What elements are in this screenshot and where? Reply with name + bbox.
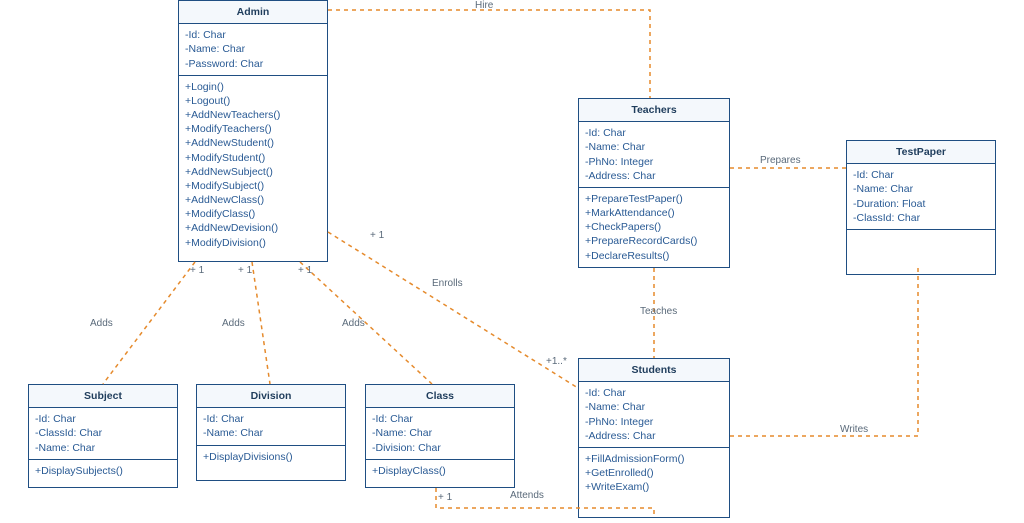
operation-row: +PrepareTestPaper() (585, 192, 723, 206)
class-attributes: -Id: Char-Name: Char (197, 408, 345, 445)
operation-row: +ModifySubject() (185, 179, 321, 193)
class-operations: +Login()+Logout()+AddNewTeachers()+Modif… (179, 76, 327, 254)
attribute-row: -Id: Char (35, 412, 171, 426)
class-title: Division (197, 385, 345, 408)
operation-row: +FillAdmissionForm() (585, 452, 723, 466)
operation-row: +DisplaySubjects() (35, 464, 171, 478)
attribute-row: -Id: Char (185, 28, 321, 42)
mult-admin-class-2: + 1 (370, 230, 384, 241)
operation-row: +AddNewTeachers() (185, 108, 321, 122)
attribute-row: -Id: Char (853, 168, 989, 182)
edge-label-writes: Writes (840, 424, 868, 435)
class-title: Admin (179, 1, 327, 24)
attribute-row: -Password: Char (185, 57, 321, 71)
attribute-row: -Name: Char (585, 140, 723, 154)
operation-row: +ModifyDivision() (185, 236, 321, 250)
attribute-row: -Id: Char (585, 386, 723, 400)
attribute-row: -Id: Char (585, 126, 723, 140)
attribute-row: -Name: Char (585, 400, 723, 414)
edge-label-adds-division: Adds (222, 318, 245, 329)
operation-row: +GetEnrolled() (585, 466, 723, 480)
attribute-row: -Address: Char (585, 429, 723, 443)
mult-admin-class-1: + 1 (298, 265, 312, 276)
class-title: TestPaper (847, 141, 995, 164)
attribute-row: -Id: Char (203, 412, 339, 426)
class-admin[interactable]: Admin-Id: Char-Name: Char-Password: Char… (178, 0, 328, 262)
operation-row: +DeclareResults() (585, 249, 723, 263)
attribute-row: -ClassId: Char (35, 426, 171, 440)
mult-admin-students-2: +1..* (546, 356, 567, 367)
class-title: Subject (29, 385, 177, 408)
class-operations: +FillAdmissionForm()+GetEnrolled()+Write… (579, 448, 729, 499)
attribute-row: -Address: Char (585, 169, 723, 183)
operation-row: +CheckPapers() (585, 220, 723, 234)
operation-row: +Login() (185, 80, 321, 94)
class-operations: +DisplayDivisions() (197, 446, 345, 468)
attribute-row: -Name: Char (185, 42, 321, 56)
operation-row: +AddNewSubject() (185, 165, 321, 179)
class-teachers[interactable]: Teachers-Id: Char-Name: Char-PhNo: Integ… (578, 98, 730, 268)
edge-label-adds-class: Adds (342, 318, 365, 329)
operation-row: +ModifyClass() (185, 207, 321, 221)
class-operations: +PrepareTestPaper()+MarkAttendance()+Che… (579, 188, 729, 267)
edge-label-prepares: Prepares (760, 155, 801, 166)
attribute-row: -Id: Char (372, 412, 508, 426)
operation-row: +AddNewClass() (185, 193, 321, 207)
class-attributes: -Id: Char-Name: Char-PhNo: Integer-Addre… (579, 122, 729, 188)
class-students[interactable]: Students-Id: Char-Name: Char-PhNo: Integ… (578, 358, 730, 518)
class-operations (847, 230, 995, 274)
operation-row: +AddNewDevision() (185, 221, 321, 235)
mult-admin-subject-1: + 1 (190, 265, 204, 276)
attribute-row: -Name: Char (35, 441, 171, 455)
operation-row: +ModifyStudent() (185, 151, 321, 165)
attribute-row: -PhNo: Integer (585, 415, 723, 429)
attribute-row: -Division: Char (372, 441, 508, 455)
attribute-row: -Name: Char (203, 426, 339, 440)
mult-class-students-1: + 1 (438, 492, 452, 503)
class-attributes: -Id: Char-ClassId: Char-Name: Char (29, 408, 177, 460)
edge-label-adds-subject: Adds (90, 318, 113, 329)
edge-label-enrolls: Enrolls (432, 278, 463, 289)
attribute-row: -Name: Char (372, 426, 508, 440)
class-title: Class (366, 385, 514, 408)
operation-row: +DisplayDivisions() (203, 450, 339, 464)
class-attributes: -Id: Char-Name: Char-Division: Char (366, 408, 514, 460)
class-attributes: -Id: Char-Name: Char-Duration: Float-Cla… (847, 164, 995, 230)
class-class[interactable]: Class-Id: Char-Name: Char-Division: Char… (365, 384, 515, 488)
edge-label-attends: Attends (510, 490, 544, 501)
operation-row: +WriteExam() (585, 480, 723, 494)
class-operations: +DisplaySubjects() (29, 460, 177, 482)
class-attributes: -Id: Char-Name: Char-Password: Char (179, 24, 327, 76)
class-operations: +DisplayClass() (366, 460, 514, 482)
class-attributes: -Id: Char-Name: Char-PhNo: Integer-Addre… (579, 382, 729, 448)
mult-admin-division-1: + 1 (238, 265, 252, 276)
class-subject[interactable]: Subject-Id: Char-ClassId: Char-Name: Cha… (28, 384, 178, 488)
operation-row: +DisplayClass() (372, 464, 508, 478)
attribute-row: -Duration: Float (853, 197, 989, 211)
operation-row: +MarkAttendance() (585, 206, 723, 220)
edge-label-teaches: Teaches (640, 306, 677, 317)
attribute-row: -Name: Char (853, 182, 989, 196)
class-title: Students (579, 359, 729, 382)
operation-row: +Logout() (185, 94, 321, 108)
class-testpaper[interactable]: TestPaper-Id: Char-Name: Char-Duration: … (846, 140, 996, 275)
class-title: Teachers (579, 99, 729, 122)
attribute-row: -PhNo: Integer (585, 155, 723, 169)
edge-label-hire: Hire (475, 0, 493, 11)
attribute-row: -ClassId: Char (853, 211, 989, 225)
operation-row: +PrepareRecordCards() (585, 234, 723, 248)
class-division[interactable]: Division-Id: Char-Name: Char+DisplayDivi… (196, 384, 346, 481)
operation-row: +AddNewStudent() (185, 136, 321, 150)
operation-row: +ModifyTeachers() (185, 122, 321, 136)
